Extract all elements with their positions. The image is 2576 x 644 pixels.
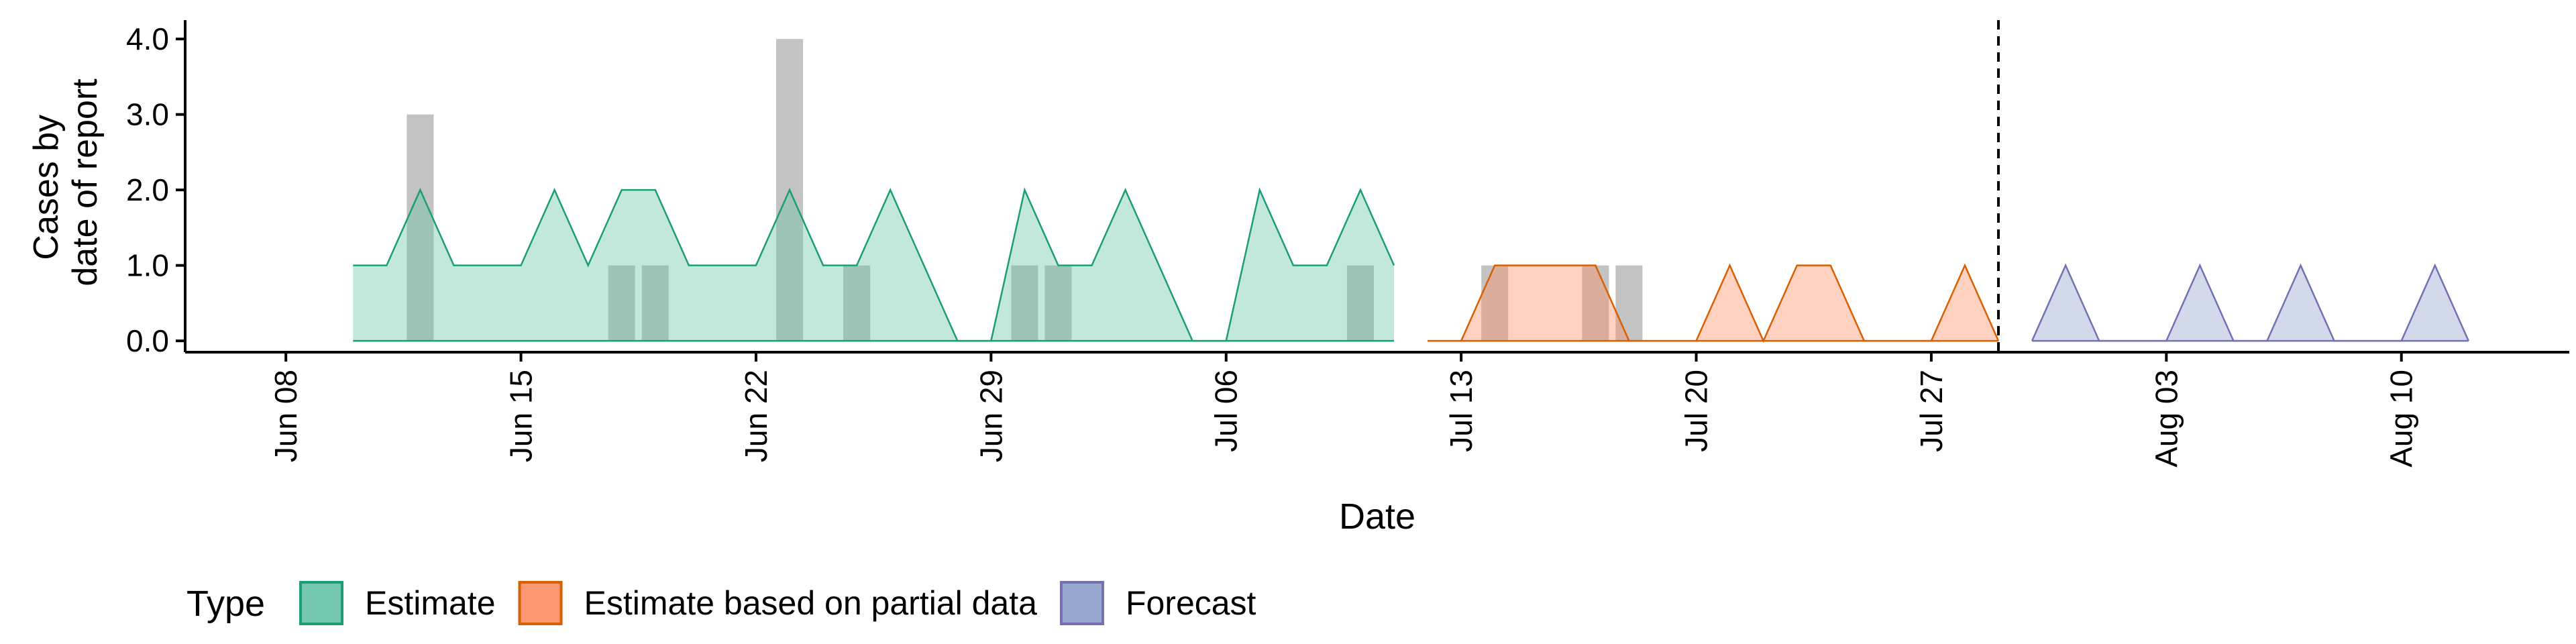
y-tick-label: 3.0 <box>126 97 169 132</box>
legend-label: Estimate based on partial data <box>584 584 1038 622</box>
x-tick-label: Jul 06 <box>1209 370 1244 452</box>
x-tick-label: Aug 10 <box>2384 370 2419 468</box>
legend-key <box>1059 581 1104 625</box>
series-area <box>2032 265 2469 341</box>
x-tick-label: Jul 20 <box>1679 370 1714 452</box>
series-line <box>2031 263 2469 342</box>
observed-case-bar <box>1481 265 1509 341</box>
y-axis-title-line-1: Cases by <box>27 115 66 260</box>
x-tick-label: Jun 22 <box>739 370 773 462</box>
y-tick-label: 0.0 <box>126 323 169 358</box>
axes: 0.0 1.0 2.0 3.0 4.0 Jun 08 Jun 15 Jun 22 Jun 29… <box>126 20 2569 468</box>
x-tick-label: Jun 15 <box>504 370 539 462</box>
observed-case-bar <box>608 265 635 341</box>
legend-label: Forecast <box>1126 584 1256 622</box>
estimate-areas <box>353 187 2469 343</box>
observed-case-bar <box>407 114 434 341</box>
series-area <box>353 190 1395 341</box>
x-axis-ticks: Jun 08 Jun 15 Jun 22 Jun 29 Jul 06 Jul 13 Jul … <box>268 352 2419 468</box>
x-tick-label: Jul 27 <box>1914 370 1949 452</box>
observed-case-bar <box>843 265 871 341</box>
observed-case-bar <box>1346 265 1374 341</box>
x-tick-label: Jun 29 <box>973 370 1008 462</box>
observed-case-bar <box>1582 265 1609 341</box>
observed-case-bar <box>1011 265 1038 341</box>
legend: Type Estimate Estimate based on partial d… <box>186 581 1256 625</box>
y-tick-label: 1.0 <box>126 248 169 283</box>
observed-case-bar <box>641 265 669 341</box>
legend-key <box>518 581 563 625</box>
observed-case-bar <box>1044 265 1072 341</box>
x-axis-title: Date <box>1339 496 1415 537</box>
x-tick-label: Jul 13 <box>1444 370 1479 452</box>
y-axis-ticks: 0.0 1.0 2.0 3.0 4.0 <box>126 21 185 358</box>
x-tick-label: Aug 03 <box>2149 370 2184 468</box>
legend-label: Estimate <box>365 584 496 622</box>
y-tick-label: 4.0 <box>126 21 169 56</box>
x-tick-label: Jun 08 <box>268 370 303 462</box>
legend-title: Type <box>186 584 265 624</box>
y-axis-title: Cases by date of report <box>27 78 105 286</box>
observed-cases-bars <box>407 39 1643 341</box>
plot-area <box>353 20 2469 352</box>
observed-case-bar <box>1615 265 1643 341</box>
y-axis-title-line-2: date of report <box>66 78 105 286</box>
y-tick-label: 2.0 <box>126 172 169 207</box>
legend-key <box>299 581 343 625</box>
